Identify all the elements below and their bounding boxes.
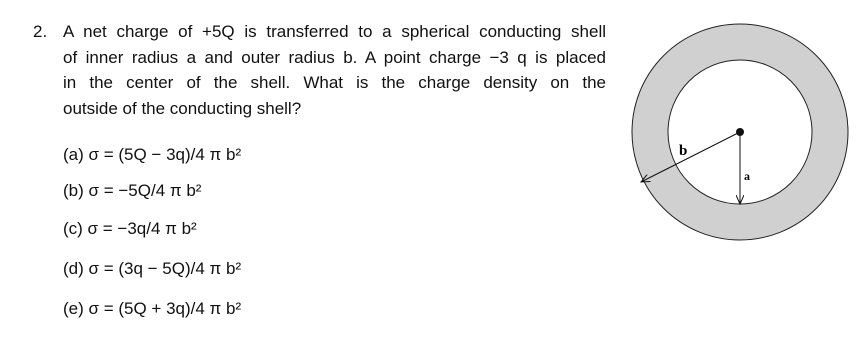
question-line: of inner radius a and outer radius b. A … xyxy=(63,48,606,67)
question-number: 2. xyxy=(33,22,48,41)
option: (a) σ = (5Q − 3q)/4 π b² xyxy=(63,145,242,164)
option: (e) σ = (5Q + 3q)/4 π b² xyxy=(63,299,242,318)
option: (b) σ = −5Q/4 π b² xyxy=(63,181,202,200)
question-line: A net charge of +5Q is transferred to a … xyxy=(63,22,606,41)
question-line: outside of the conducting shell? xyxy=(63,99,302,118)
option: (d) σ = (3q − 5Q)/4 π b² xyxy=(63,259,242,278)
question-line: in the center of the shell. What is the … xyxy=(63,73,606,92)
option: (c) σ = −3q/4 π b² xyxy=(63,219,197,238)
radius-b xyxy=(641,131,741,182)
label-a: a xyxy=(744,169,750,183)
label-b: b xyxy=(679,143,687,159)
